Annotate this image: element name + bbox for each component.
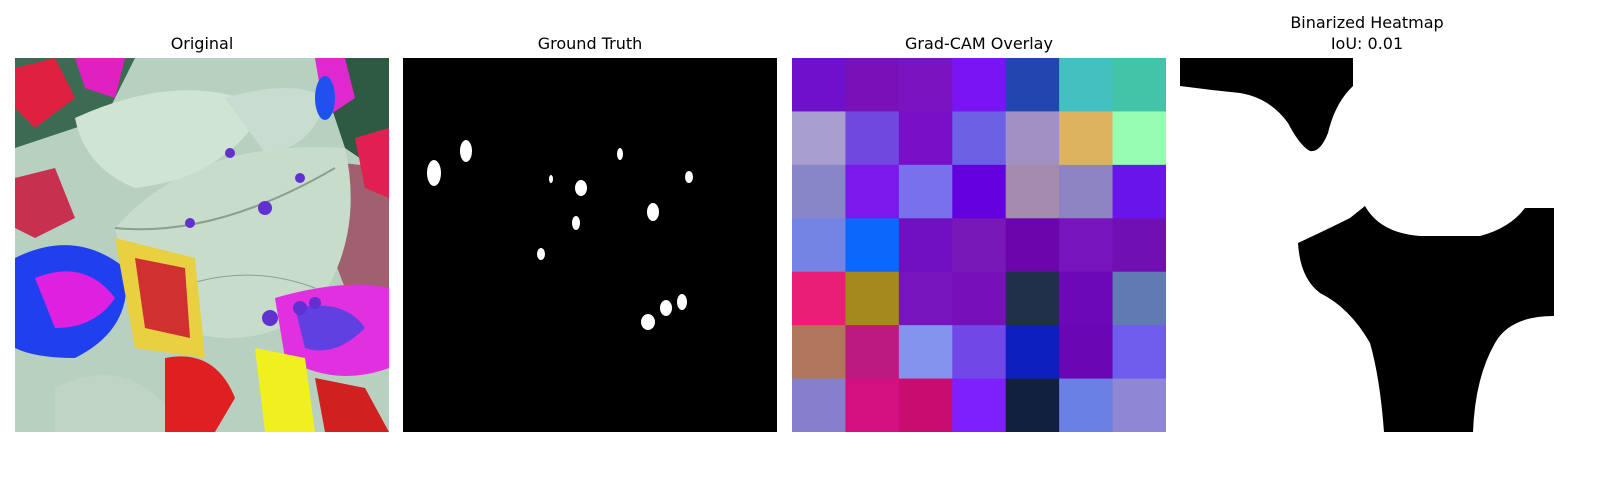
gradcam-cell <box>845 218 900 273</box>
gradcam-cell <box>845 164 900 219</box>
gradcam-overlay-image <box>792 58 1166 432</box>
gradcam-cell <box>845 58 900 112</box>
binarized-heatmap <box>1180 58 1554 432</box>
original-title: Original <box>170 34 234 53</box>
gradcam-cell <box>1059 271 1114 326</box>
gradcam-cell <box>952 164 1007 219</box>
ground-truth-panel: Ground Truth <box>403 0 777 500</box>
gradcam-cell <box>898 111 953 166</box>
gradcam-cell <box>898 58 953 112</box>
gradcam-cell <box>792 218 846 273</box>
gradcam-cell <box>1112 325 1166 380</box>
gradcam-cell <box>952 58 1007 112</box>
ground-truth-mask <box>403 58 777 432</box>
gradcam-cell <box>1059 325 1114 380</box>
gradcam-cell <box>1059 378 1114 432</box>
gradcam-cell <box>1059 164 1114 219</box>
gradcam-cell <box>1112 218 1166 273</box>
gradcam-cell <box>898 164 953 219</box>
gradcam-cell <box>792 271 846 326</box>
binarized-title: Binarized Heatmap <box>1290 13 1444 32</box>
original-panel: Original <box>15 0 389 500</box>
gradcam-cell <box>1112 164 1166 219</box>
gradcam-cell <box>792 325 846 380</box>
ground-truth-title: Ground Truth <box>537 34 643 53</box>
gradcam-cell <box>845 271 900 326</box>
gradcam-cell <box>952 271 1007 326</box>
gradcam-cell <box>792 111 846 166</box>
gradcam-cell <box>1005 218 1060 273</box>
gradcam-cell <box>1059 58 1114 112</box>
gradcam-cell <box>792 378 846 432</box>
gradcam-cell <box>1005 58 1060 112</box>
gradcam-cell <box>1112 58 1166 112</box>
gradcam-cell <box>1005 164 1060 219</box>
gradcam-cell <box>952 218 1007 273</box>
gradcam-cell <box>792 164 846 219</box>
gradcam-cell <box>952 111 1007 166</box>
gradcam-cell <box>952 325 1007 380</box>
gradcam-cell <box>1112 111 1166 166</box>
gradcam-cell <box>952 378 1007 432</box>
gradcam-cell <box>898 325 953 380</box>
gradcam-cell <box>1059 218 1114 273</box>
original-image <box>15 58 389 432</box>
gradcam-cell <box>1005 111 1060 166</box>
gradcam-panel: Grad-CAM Overlay <box>792 0 1166 500</box>
gradcam-cell <box>1005 378 1060 432</box>
gradcam-cell <box>898 378 953 432</box>
gradcam-cell <box>1059 111 1114 166</box>
gradcam-cell <box>898 271 953 326</box>
gradcam-cell <box>845 378 900 432</box>
gradcam-cell <box>792 58 846 112</box>
gradcam-cell <box>1112 378 1166 432</box>
gradcam-cell <box>1112 271 1166 326</box>
iou-label: IoU: 0.01 <box>1330 34 1404 53</box>
binarized-panel: Binarized Heatmap IoU: 0.01 <box>1180 0 1554 500</box>
gradcam-cell <box>1005 325 1060 380</box>
gradcam-title: Grad-CAM Overlay <box>905 34 1053 53</box>
gradcam-cell <box>1005 271 1060 326</box>
gradcam-cell <box>898 218 953 273</box>
gradcam-cell <box>845 325 900 380</box>
gradcam-cell <box>845 111 900 166</box>
